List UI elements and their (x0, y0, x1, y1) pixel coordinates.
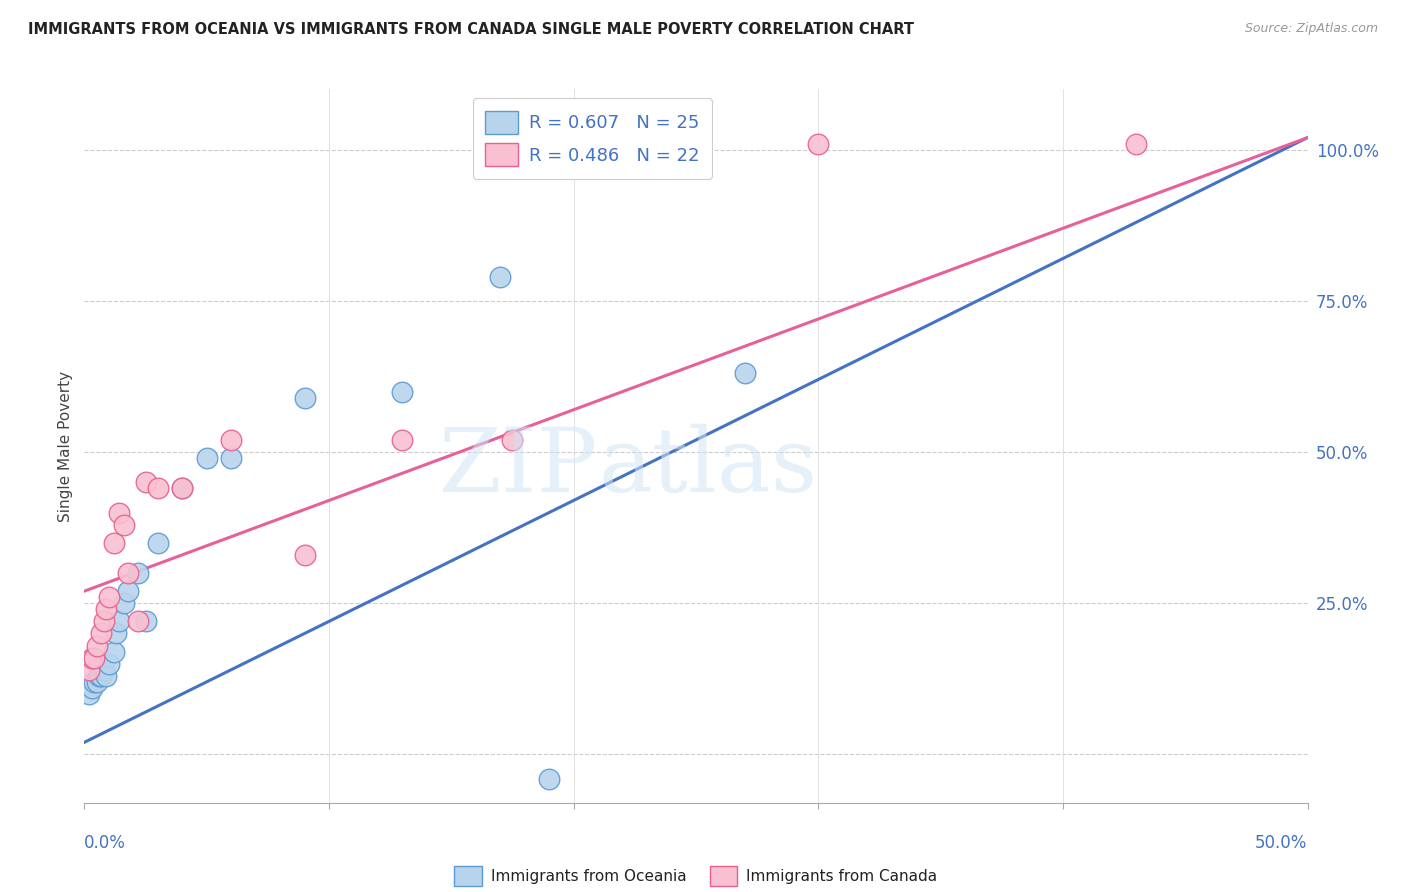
Point (391, 433, 413, 447)
Point (117, 584, 139, 599)
Point (90, 669, 112, 683)
Point (146, 481, 169, 495)
Point (87, 669, 110, 683)
Point (103, 645, 125, 659)
Point (117, 566, 139, 580)
Text: Source: ZipAtlas.com: Source: ZipAtlas.com (1244, 22, 1378, 36)
Point (146, 535, 169, 549)
Y-axis label: Single Male Poverty: Single Male Poverty (58, 370, 73, 522)
Point (77, 687, 100, 701)
Point (80, 681, 103, 695)
Point (807, 136, 830, 151)
Point (734, 367, 756, 381)
Point (97, 657, 120, 671)
Point (172, 481, 194, 495)
Point (77, 663, 100, 677)
Point (93, 615, 115, 629)
Point (112, 596, 135, 610)
Point (502, 433, 524, 447)
Point (135, 475, 157, 490)
Legend: Immigrants from Oceania, Immigrants from Canada: Immigrants from Oceania, Immigrants from… (446, 857, 946, 892)
Point (80, 650, 103, 665)
Text: ZIP: ZIP (439, 424, 598, 511)
Point (112, 517, 135, 532)
Point (107, 615, 129, 629)
Point (195, 451, 218, 466)
Point (538, 772, 561, 786)
Point (489, 269, 512, 284)
Point (96, 669, 118, 683)
Point (219, 433, 242, 447)
Point (391, 384, 413, 399)
Point (127, 615, 149, 629)
Point (107, 506, 129, 520)
Point (96, 602, 118, 616)
Text: IMMIGRANTS FROM OCEANIA VS IMMIGRANTS FROM CANADA SINGLE MALE POVERTY CORRELATIO: IMMIGRANTS FROM OCEANIA VS IMMIGRANTS FR… (28, 22, 914, 37)
Point (83, 674, 105, 689)
Point (135, 615, 157, 629)
Point (86, 639, 108, 653)
Point (90, 626, 112, 640)
Point (105, 626, 128, 640)
Point (294, 391, 316, 405)
Text: atlas: atlas (598, 424, 817, 511)
Point (219, 451, 242, 466)
Point (93, 663, 115, 677)
Point (172, 481, 194, 495)
Text: 0.0%: 0.0% (84, 834, 127, 852)
Point (83, 650, 105, 665)
Point (127, 566, 149, 580)
Text: 50.0%: 50.0% (1256, 834, 1308, 852)
Point (294, 548, 316, 562)
Point (86, 674, 108, 689)
Point (97, 590, 120, 604)
Point (103, 535, 125, 549)
Point (1125, 136, 1147, 151)
